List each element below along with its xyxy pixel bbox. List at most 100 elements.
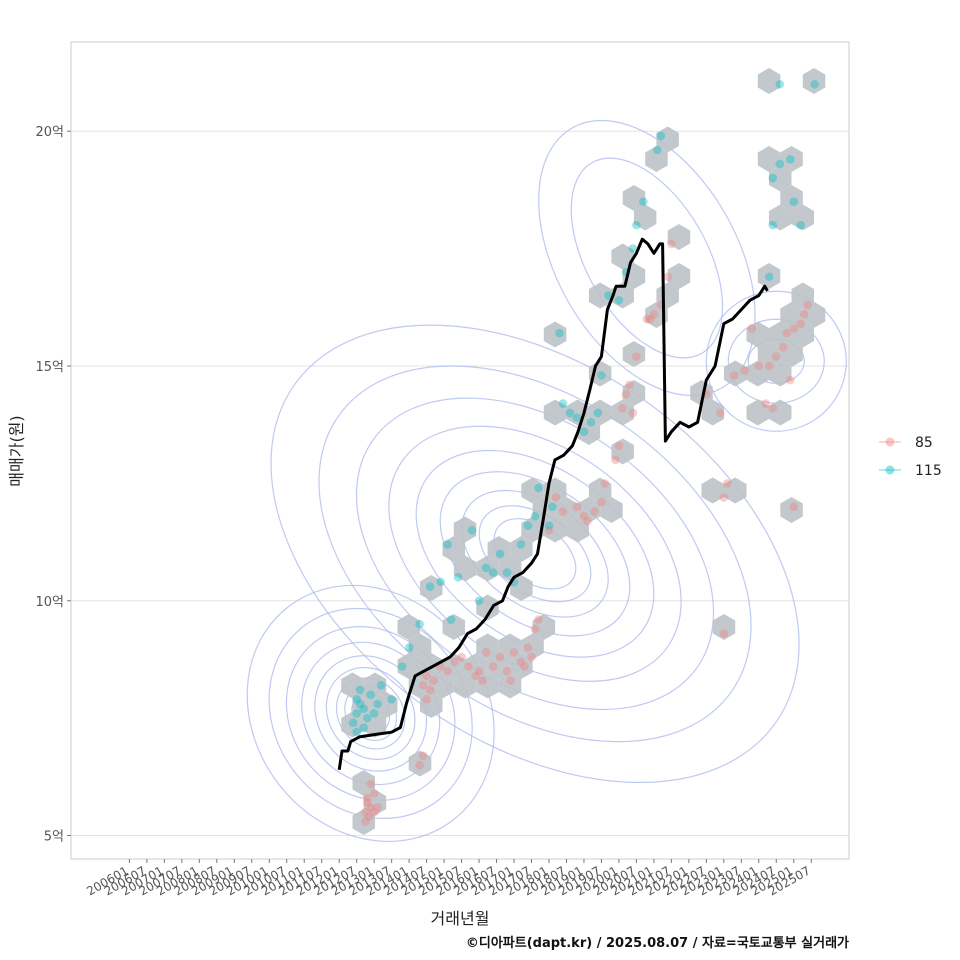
hexbin-cell: [420, 575, 443, 601]
point-85: [471, 671, 480, 681]
plot-panel: [70, 41, 850, 860]
point-85: [723, 479, 732, 488]
point-115: [397, 662, 407, 671]
point-85: [618, 403, 627, 413]
hexbin-cell: [453, 555, 477, 582]
point-115: [352, 695, 361, 704]
hexbin-cell: [498, 672, 522, 699]
hexbin-cell: [769, 360, 792, 387]
point-115: [436, 577, 445, 587]
legend-label-85: 85: [915, 435, 933, 451]
point-115: [359, 723, 368, 732]
hexbin-cell: [465, 653, 488, 679]
point-85: [362, 793, 372, 803]
point-115: [366, 690, 375, 699]
point-85: [628, 408, 638, 418]
contour-line: [268, 607, 473, 819]
hexbin-cell: [397, 653, 420, 679]
point-85: [778, 342, 788, 352]
point-115: [768, 220, 778, 230]
hexbin-cell: [780, 302, 803, 328]
point-115: [453, 572, 463, 582]
point-85: [782, 328, 792, 338]
hexbin-cell: [769, 321, 792, 348]
point-115: [632, 220, 641, 230]
point-115: [593, 408, 603, 418]
hexbin-cell: [498, 633, 522, 660]
hexbin-cell: [746, 399, 769, 426]
point-85: [509, 648, 519, 657]
point-85: [422, 671, 431, 681]
point-85: [730, 371, 739, 380]
hexbin-cell: [757, 68, 781, 94]
hexbin-cell: [566, 516, 589, 543]
point-85: [719, 493, 729, 502]
point-85: [506, 676, 515, 685]
hexbin-cells: [341, 68, 826, 835]
point-85: [771, 352, 781, 361]
point-115: [404, 643, 414, 653]
hexbin-cell: [487, 536, 511, 562]
legend-item-115: 115: [879, 463, 942, 479]
hexbin-cell: [510, 653, 533, 679]
point-85: [642, 314, 652, 324]
point-85: [796, 319, 806, 329]
point-115: [352, 727, 361, 737]
hexbin-cell: [656, 126, 679, 153]
point-115: [544, 521, 554, 530]
point-115: [555, 328, 564, 338]
legend-label-115: 115: [915, 463, 942, 479]
point-115: [548, 502, 557, 512]
point-115: [565, 408, 575, 418]
point-85: [632, 352, 641, 361]
point-115: [775, 159, 785, 169]
point-115: [443, 540, 452, 549]
hexbin-cell: [611, 243, 634, 270]
point-115: [369, 709, 379, 718]
point-115: [534, 483, 543, 493]
hexbin-cell: [769, 399, 792, 426]
hexbin-cell: [701, 399, 724, 426]
point-115: [355, 699, 365, 709]
hexbin-cell: [588, 282, 612, 309]
point-115: [352, 709, 361, 718]
point-85: [481, 648, 491, 657]
hexbin-cell: [622, 185, 646, 211]
point-85: [579, 511, 589, 521]
point-85: [663, 272, 673, 282]
hexbin-cell: [352, 692, 375, 718]
point-115: [789, 197, 799, 206]
point-115: [656, 131, 666, 141]
point-85: [362, 798, 372, 807]
point-115: [597, 371, 606, 380]
y-axis-title: 매매가(원): [7, 415, 26, 486]
point-115: [502, 568, 512, 577]
point-85: [764, 361, 774, 371]
point-115: [516, 540, 526, 549]
hexbin-cell: [757, 341, 781, 367]
point-115: [775, 79, 785, 89]
hexbin-cell: [588, 477, 612, 504]
point-115: [348, 718, 358, 728]
hexbin-cell: [453, 672, 477, 699]
point-115: [359, 704, 368, 714]
hexbin-cell: [476, 633, 499, 660]
hexbin-cell: [352, 770, 375, 796]
point-85: [754, 361, 764, 371]
point-85: [520, 662, 529, 671]
point-85: [415, 760, 424, 770]
point-85: [761, 399, 771, 408]
point-115: [810, 79, 820, 89]
hexbin-cell: [543, 399, 567, 426]
contour-line: [538, 119, 756, 397]
point-85: [495, 652, 505, 662]
hexbin-cell: [408, 633, 432, 660]
hexbin-cell: [690, 380, 713, 406]
hexbin-cell: [802, 302, 826, 328]
hexbin-cell: [769, 165, 792, 192]
point-115: [387, 695, 396, 704]
point-85: [425, 685, 435, 695]
point-85: [597, 497, 606, 507]
point-115: [425, 582, 435, 591]
hexbin-cell: [611, 438, 634, 465]
